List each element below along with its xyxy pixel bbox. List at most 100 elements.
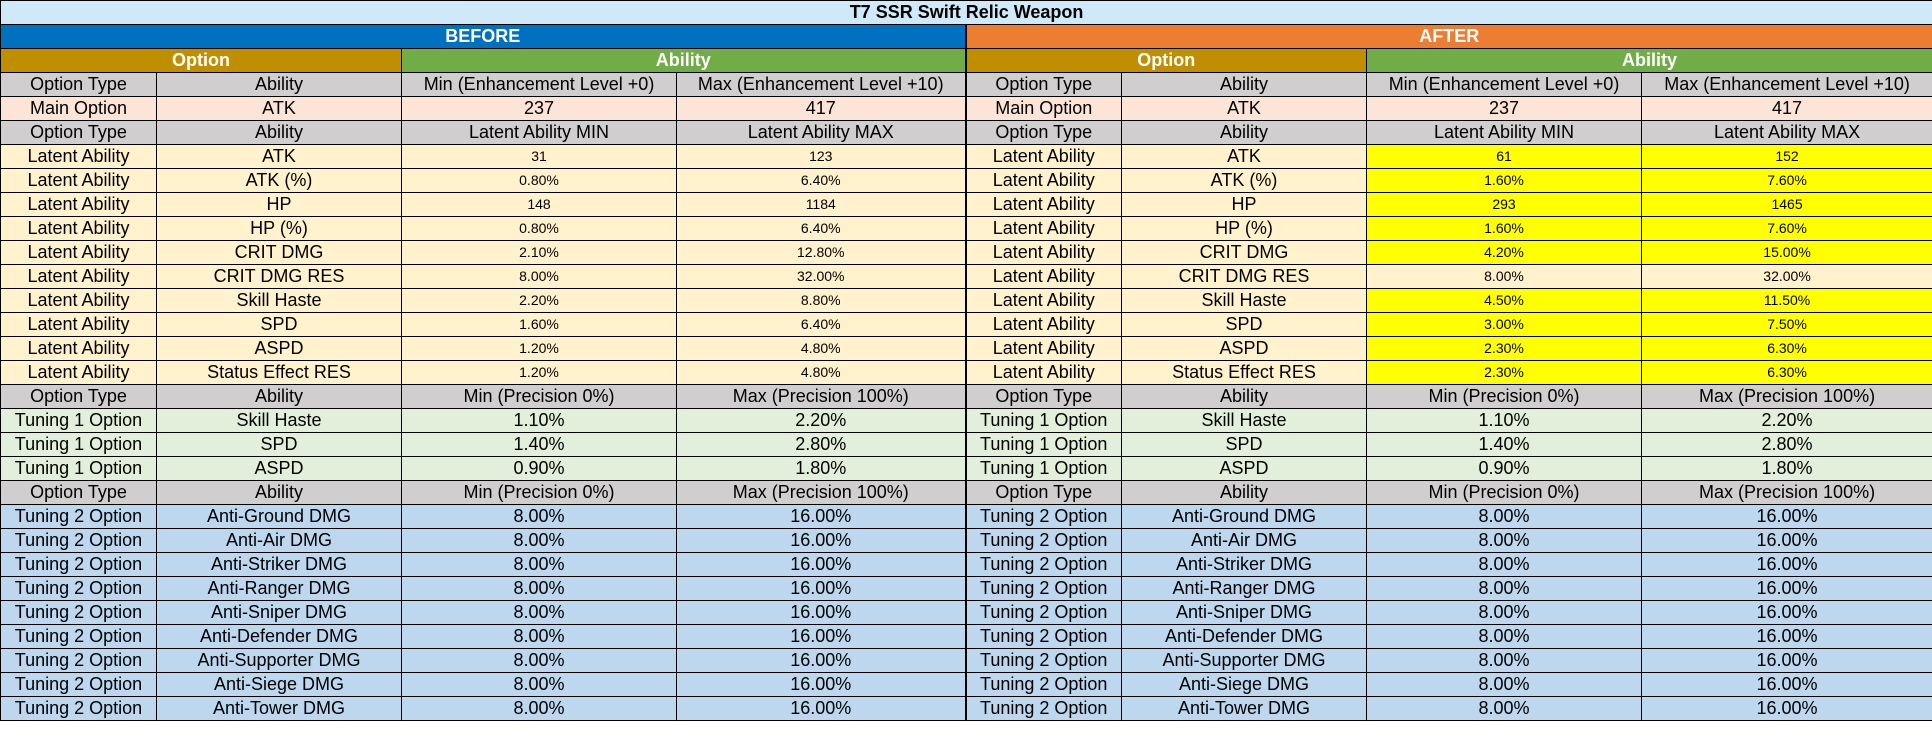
after-min-value-cell: 8.00% bbox=[1366, 552, 1642, 577]
after-max-value-cell: 417 bbox=[1640, 96, 1932, 121]
before-ability-cell: Anti-Ranger DMG bbox=[156, 576, 402, 601]
after-column-header: Latent Ability MAX bbox=[1640, 120, 1932, 145]
before-column-header: Ability bbox=[156, 72, 402, 97]
before-min-value-cell: 0.90% bbox=[401, 456, 677, 481]
after-ability-cell: Anti-Sniper DMG bbox=[1121, 600, 1367, 625]
before-max-value-cell: 4.80% bbox=[676, 360, 967, 385]
after-max-value-cell: 2.80% bbox=[1640, 432, 1932, 457]
latent-ability-row: Latent Ability ATK 31 123 Latent Ability ATK 6… bbox=[0, 144, 1932, 169]
group-header-row: Option Ability Option Ability bbox=[0, 48, 1932, 73]
before-max-value-cell: 6.40% bbox=[676, 312, 967, 337]
after-ability-cell: SPD bbox=[1121, 312, 1367, 337]
before-max-value-cell: 417 bbox=[676, 96, 967, 121]
after-option-type-cell: Tuning 2 Option bbox=[965, 600, 1122, 625]
after-ability-cell: HP (%) bbox=[1121, 216, 1367, 241]
after-ability-cell: Anti-Supporter DMG bbox=[1121, 648, 1367, 673]
after-option-type-cell: Latent Ability bbox=[965, 192, 1122, 217]
after-max-value-cell: 16.00% bbox=[1640, 600, 1932, 625]
tuning2-option-row: Tuning 2 Option Anti-Ground DMG 8.00% 16.00… bbox=[0, 504, 1932, 529]
before-ability-cell: Anti-Siege DMG bbox=[156, 672, 402, 697]
before-min-value-cell: 1.10% bbox=[401, 408, 677, 433]
before-max-value-cell: 6.40% bbox=[676, 216, 967, 241]
after-option-header: Option bbox=[965, 48, 1367, 73]
after-min-value-cell: 1.60% bbox=[1366, 168, 1642, 193]
before-min-value-cell: 1.40% bbox=[401, 432, 677, 457]
after-ability-cell: Status Effect RES bbox=[1121, 360, 1367, 385]
before-max-value-cell: 16.00% bbox=[676, 672, 967, 697]
before-ability-cell: ASPD bbox=[156, 336, 402, 361]
after-header: AFTER bbox=[964, 24, 1932, 49]
before-option-type-cell: Latent Ability bbox=[0, 240, 157, 265]
before-max-value-cell: 16.00% bbox=[676, 600, 967, 625]
after-ability-cell: ASPD bbox=[1121, 336, 1367, 361]
before-min-value-cell: 8.00% bbox=[401, 672, 677, 697]
after-ability-cell: Skill Haste bbox=[1121, 408, 1367, 433]
before-column-header: Max (Precision 100%) bbox=[676, 384, 967, 409]
tuning2-option-row: Tuning 2 Option Anti-Supporter DMG 8.00% 16… bbox=[0, 648, 1932, 673]
after-column-header: Option Type bbox=[965, 120, 1122, 145]
before-column-header: Ability bbox=[156, 120, 402, 145]
before-min-value-cell: 8.00% bbox=[401, 648, 677, 673]
before-option-type-cell: Latent Ability bbox=[0, 216, 157, 241]
before-column-header: Max (Enhancement Level +10) bbox=[676, 72, 967, 97]
main-option-row: Main Option ATK 237 417 Main Option ATK 237 417 bbox=[0, 96, 1932, 121]
after-option-type-cell: Latent Ability bbox=[965, 360, 1122, 385]
before-max-value-cell: 8.80% bbox=[676, 288, 967, 313]
after-min-value-cell: 1.10% bbox=[1366, 408, 1642, 433]
before-max-value-cell: 2.80% bbox=[676, 432, 967, 457]
tuning1-option-row: Tuning 1 Option ASPD 0.90% 1.80% Tuning 1 Op… bbox=[0, 456, 1932, 481]
after-min-value-cell: 8.00% bbox=[1366, 576, 1642, 601]
after-max-value-cell: 16.00% bbox=[1640, 504, 1932, 529]
after-max-value-cell: 11.50% bbox=[1640, 288, 1932, 313]
before-option-type-cell: Tuning 2 Option bbox=[0, 672, 157, 697]
after-min-value-cell: 8.00% bbox=[1366, 624, 1642, 649]
after-ability-cell: Anti-Tower DMG bbox=[1121, 696, 1367, 721]
after-max-value-cell: 32.00% bbox=[1640, 264, 1932, 289]
after-option-type-cell: Latent Ability bbox=[965, 216, 1122, 241]
before-min-value-cell: 237 bbox=[401, 96, 677, 121]
after-column-header: Option Type bbox=[965, 72, 1122, 97]
before-ability-cell: HP (%) bbox=[156, 216, 402, 241]
after-min-value-cell: 8.00% bbox=[1366, 504, 1642, 529]
before-option-type-cell: Tuning 2 Option bbox=[0, 576, 157, 601]
latent-ability-row: Latent Ability CRIT DMG 2.10% 12.80% Latent … bbox=[0, 240, 1932, 265]
before-min-value-cell: 8.00% bbox=[401, 600, 677, 625]
tuning1-column-header-row: Option Type Ability Min (Precision 0%) Max … bbox=[0, 384, 1932, 409]
before-ability-cell: ASPD bbox=[156, 456, 402, 481]
tuning1-option-row: Tuning 1 Option Skill Haste 1.10% 2.20% Tuni… bbox=[0, 408, 1932, 433]
before-option-type-cell: Latent Ability bbox=[0, 192, 157, 217]
after-min-value-cell: 1.40% bbox=[1366, 432, 1642, 457]
before-max-value-cell: 4.80% bbox=[676, 336, 967, 361]
tuning2-column-header-row: Option Type Ability Min (Precision 0%) Max … bbox=[0, 480, 1932, 505]
after-option-type-cell: Latent Ability bbox=[965, 336, 1122, 361]
after-ability-cell: ASPD bbox=[1121, 456, 1367, 481]
after-column-header: Ability bbox=[1121, 120, 1367, 145]
before-min-value-cell: 8.00% bbox=[401, 264, 677, 289]
after-max-value-cell: 15.00% bbox=[1640, 240, 1932, 265]
after-min-value-cell: 3.00% bbox=[1366, 312, 1642, 337]
before-min-value-cell: 8.00% bbox=[401, 576, 677, 601]
after-option-type-cell: Latent Ability bbox=[965, 312, 1122, 337]
before-min-value-cell: 8.00% bbox=[401, 528, 677, 553]
after-ability-cell: SPD bbox=[1121, 432, 1367, 457]
before-ability-cell: SPD bbox=[156, 432, 402, 457]
before-ability-cell: Skill Haste bbox=[156, 408, 402, 433]
after-min-value-cell: 2.30% bbox=[1366, 336, 1642, 361]
after-option-type-cell: Tuning 1 Option bbox=[965, 408, 1122, 433]
after-min-value-cell: 293 bbox=[1366, 192, 1642, 217]
before-min-value-cell: 8.00% bbox=[401, 624, 677, 649]
before-ability-cell: Anti-Defender DMG bbox=[156, 624, 402, 649]
sheet-title: T7 SSR Swift Relic Weapon bbox=[0, 0, 1932, 25]
tuning2-option-row: Tuning 2 Option Anti-Air DMG 8.00% 16.00% Tu… bbox=[0, 528, 1932, 553]
before-column-header: Ability bbox=[156, 384, 402, 409]
before-min-value-cell: 1.20% bbox=[401, 360, 677, 385]
after-max-value-cell: 16.00% bbox=[1640, 648, 1932, 673]
before-option-type-cell: Latent Ability bbox=[0, 360, 157, 385]
after-ability-cell: ATK (%) bbox=[1121, 168, 1367, 193]
before-option-type-cell: Tuning 2 Option bbox=[0, 696, 157, 721]
after-column-header: Max (Enhancement Level +10) bbox=[1640, 72, 1932, 97]
after-ability-cell: Anti-Defender DMG bbox=[1121, 624, 1367, 649]
before-min-value-cell: 0.80% bbox=[401, 216, 677, 241]
before-min-value-cell: 0.80% bbox=[401, 168, 677, 193]
after-column-header: Max (Precision 100%) bbox=[1640, 384, 1932, 409]
